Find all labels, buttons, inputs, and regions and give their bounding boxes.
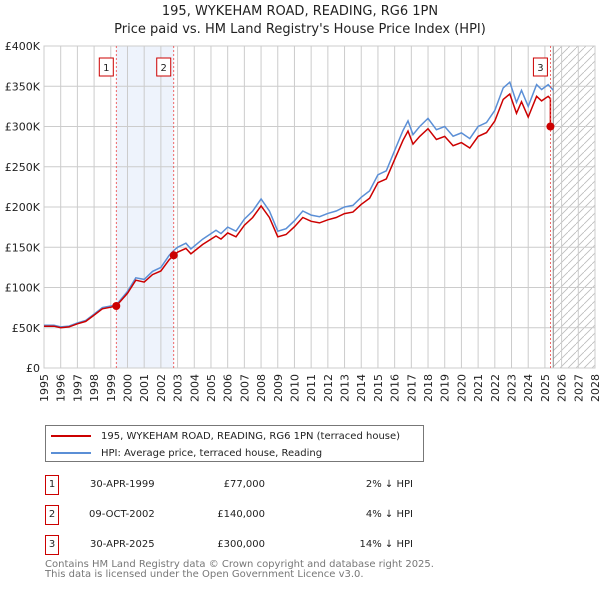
sale-label: 3 bbox=[537, 63, 543, 74]
sale-label-box bbox=[156, 57, 172, 77]
sale-price: £140,000 bbox=[217, 509, 265, 520]
x-tick-label: 1999 bbox=[105, 374, 118, 402]
y-tick-label: £150K bbox=[5, 241, 41, 254]
x-tick-label: 2027 bbox=[572, 374, 585, 402]
sale-date: 30-APR-2025 bbox=[90, 539, 155, 550]
x-tick-label: 2025 bbox=[539, 374, 552, 402]
x-tick-label: 2004 bbox=[188, 374, 201, 402]
x-tick-label: 2026 bbox=[556, 374, 569, 402]
sale-row: 2 09-OCT-2002 £140,000 4% ↓ HPI bbox=[45, 505, 445, 525]
sale-date: 09-OCT-2002 bbox=[89, 509, 155, 520]
y-tick-label: £250K bbox=[5, 161, 41, 174]
sale-label-box bbox=[532, 57, 548, 77]
sale-hpi-diff: 2% ↓ HPI bbox=[365, 479, 413, 490]
y-tick-label: £50K bbox=[12, 322, 41, 335]
y-tick-label: £300K bbox=[5, 121, 41, 134]
y-tick-label: £200K bbox=[5, 201, 41, 214]
x-tick-label: 2014 bbox=[355, 374, 368, 402]
sale-label: 1 bbox=[103, 63, 109, 74]
legend-swatch-red bbox=[51, 435, 91, 437]
legend-swatch-blue bbox=[51, 452, 91, 454]
x-tick-label: 2001 bbox=[138, 374, 151, 402]
legend-label: 195, WYKEHAM ROAD, READING, RG6 1PN (ter… bbox=[101, 430, 401, 442]
sale-marker-number: 1 bbox=[45, 475, 59, 495]
x-tick-label: 2008 bbox=[255, 374, 268, 402]
sale-point bbox=[169, 251, 178, 260]
legend: 195, WYKEHAM ROAD, READING, RG6 1PN (ter… bbox=[45, 425, 424, 462]
x-tick-label: 2023 bbox=[506, 374, 519, 402]
price-chart: £0 £50K £100K £150K £200K £250K £300K £350K £400… bbox=[5, 40, 600, 402]
x-tick-label: 2028 bbox=[589, 374, 600, 402]
plot-frame bbox=[43, 45, 596, 369]
sale-row: 1 30-APR-1999 £77,000 2% ↓ HPI bbox=[45, 475, 445, 495]
x-tick-label: 2006 bbox=[222, 374, 235, 402]
x-tick-label: 2002 bbox=[155, 374, 168, 402]
x-tick-label: 2012 bbox=[322, 374, 335, 402]
sale-row: 3 30-APR-2025 £300,000 14% ↓ HPI bbox=[45, 535, 445, 555]
hpi-line bbox=[44, 80, 554, 328]
sale-price: £300,000 bbox=[217, 539, 265, 550]
x-tick-label: 2011 bbox=[305, 374, 318, 402]
sale-hpi-diff: 14% ↓ HPI bbox=[359, 539, 413, 550]
chart-subtitle: Price paid vs. HM Land Registry's House … bbox=[114, 22, 486, 37]
x-tick-label: 2024 bbox=[522, 374, 535, 402]
property-price-line bbox=[44, 92, 552, 329]
x-tick-label: 2007 bbox=[238, 374, 251, 402]
x-tick-label: 1995 bbox=[38, 374, 51, 402]
sale-hpi-diff: 4% ↓ HPI bbox=[365, 509, 413, 520]
y-tick-label: £100K bbox=[5, 282, 41, 295]
x-tick-label: 2003 bbox=[172, 374, 185, 402]
legend-item-property: 195, WYKEHAM ROAD, READING, RG6 1PN (ter… bbox=[51, 429, 400, 443]
x-tick-label: 2020 bbox=[455, 374, 468, 402]
sale-point bbox=[112, 302, 121, 311]
x-tick-label: 1996 bbox=[55, 374, 68, 402]
footer-line: Contains HM Land Registry data © Crown c… bbox=[45, 559, 434, 570]
x-tick-label: 2005 bbox=[205, 374, 218, 402]
sale-label-box bbox=[98, 57, 114, 77]
x-tick-label: 1997 bbox=[71, 374, 84, 402]
footer: Contains HM Land Registry data © Crown c… bbox=[45, 560, 434, 580]
x-tick-label: 2013 bbox=[339, 374, 352, 402]
legend-label: HPI: Average price, terraced house, Read… bbox=[101, 447, 323, 459]
sale-marker-number: 3 bbox=[45, 535, 59, 555]
x-tick-label: 2009 bbox=[272, 374, 285, 402]
x-tick-label: 2000 bbox=[121, 374, 134, 402]
x-tick-label: 1998 bbox=[88, 374, 101, 402]
x-tick-label: 2010 bbox=[288, 374, 301, 402]
sale-price: £77,000 bbox=[223, 479, 265, 490]
x-tick-label: 2018 bbox=[422, 374, 435, 402]
sale-marker-number: 2 bbox=[45, 505, 59, 525]
chart-title: 195, WYKEHAM ROAD, READING, RG6 1PN bbox=[161, 4, 439, 19]
legend-item-hpi: HPI: Average price, terraced house, Read… bbox=[51, 446, 322, 460]
x-tick-label: 2015 bbox=[372, 374, 385, 402]
sale-date: 30-APR-1999 bbox=[90, 479, 155, 490]
y-tick-label: £400K bbox=[5, 40, 41, 53]
sale-point bbox=[546, 122, 555, 131]
footer-line: This data is licensed under the Open Gov… bbox=[45, 569, 364, 580]
x-tick-label: 2022 bbox=[489, 374, 502, 402]
x-tick-label: 2017 bbox=[405, 374, 418, 402]
y-tick-label: £350K bbox=[5, 80, 41, 93]
x-tick-label: 2016 bbox=[389, 374, 402, 402]
y-tick-label: £0 bbox=[26, 362, 40, 375]
sale-label: 2 bbox=[161, 63, 167, 74]
x-tick-label: 2019 bbox=[439, 374, 452, 402]
x-tick-label: 2021 bbox=[472, 374, 485, 402]
